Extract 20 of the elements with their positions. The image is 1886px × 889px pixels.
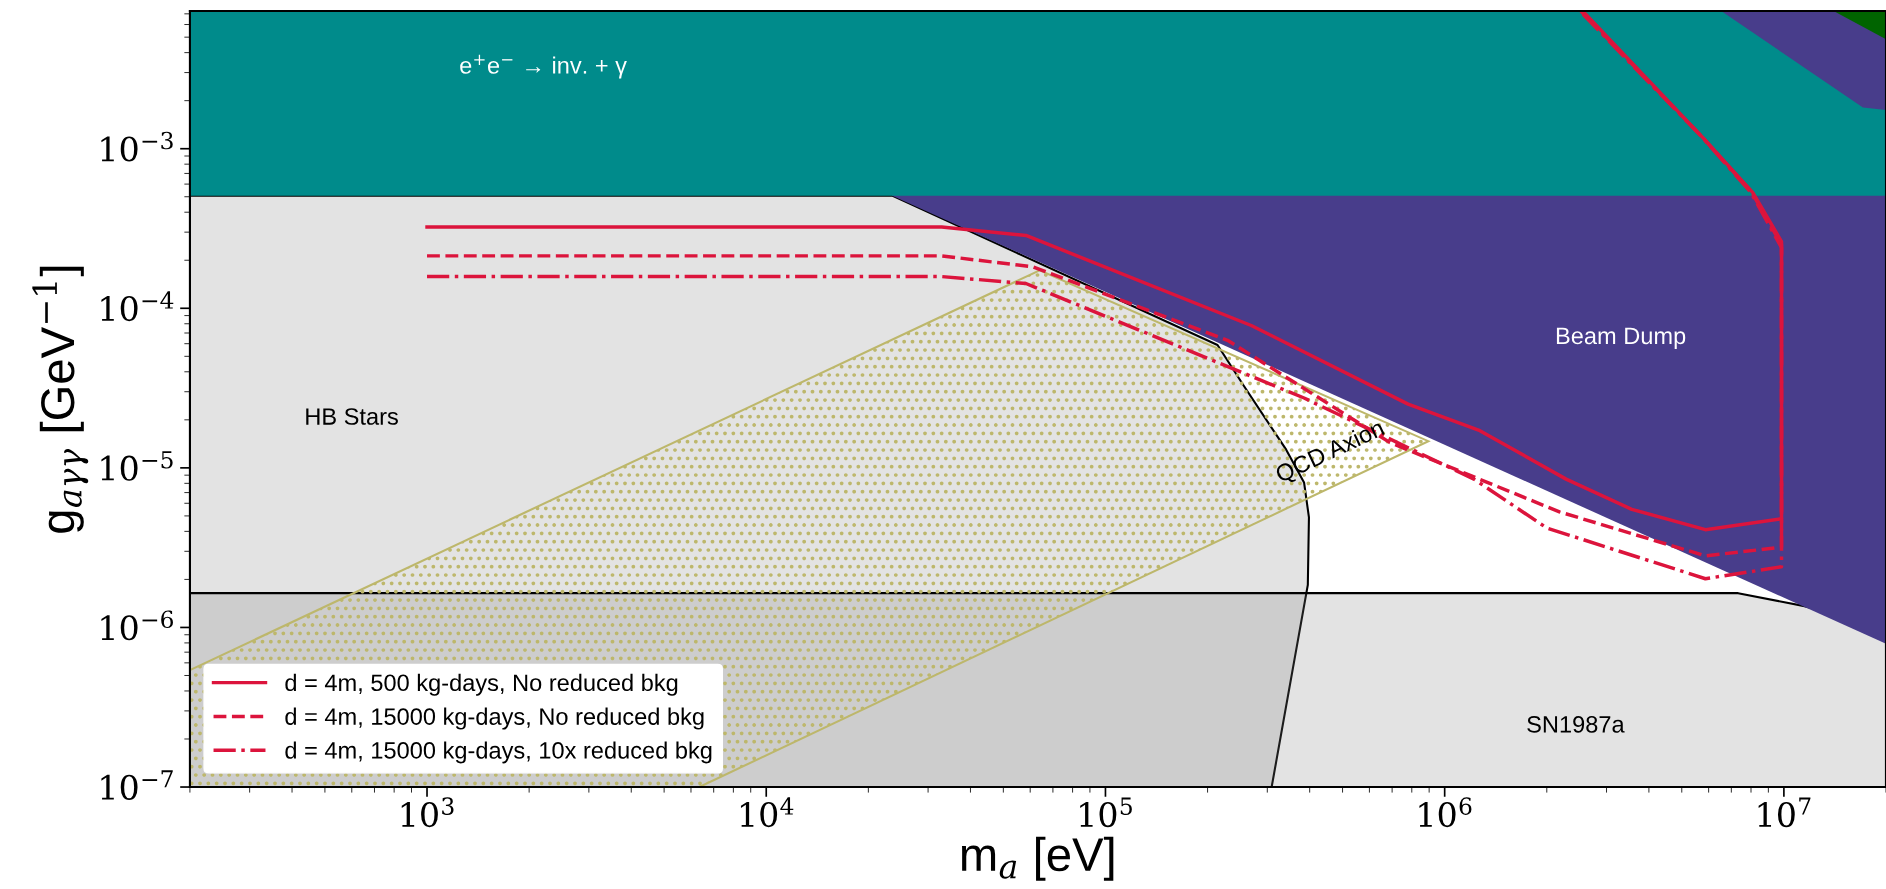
y-axis-title: g$_{aγγ}$ [GeV$^{−1}$]	[32, 266, 89, 533]
series-label: SN1987a	[1527, 716, 1625, 733]
legend-label: d = 4m, 15000 kg-days, No reduced bkg	[285, 707, 704, 730]
y-tick-label: 10$^{−7}$	[101, 770, 173, 800]
x-tick-label: 10$^{5}$	[1080, 797, 1132, 828]
y-tick-label: 10$^{−6}$	[101, 610, 173, 641]
y-tick-label: 10$^{−4}$	[101, 291, 174, 322]
series-label: e$^{+}$e$^{−}$ → inv. + γ	[460, 54, 627, 79]
legend-label: d = 4m, 500 kg-days, No reduced bkg	[285, 673, 678, 696]
y-tick-label: 10$^{−5}$	[101, 451, 173, 481]
y-tick-label: 10$^{−3}$	[101, 131, 173, 162]
x-tick-label: 10$^{7}$	[1758, 797, 1811, 828]
series-label: Beam Dump	[1556, 327, 1686, 349]
series-label: HB Stars	[306, 408, 398, 425]
x-tick-label: 10$^{4}$	[740, 797, 794, 828]
x-tick-label: 10$^{6}$	[1419, 797, 1472, 828]
x-tick-label: 10$^{3}$	[401, 797, 454, 828]
series-label: QCD Axion	[1274, 418, 1387, 487]
legend-label: d = 4m, 15000 kg-days, 10x reduced bkg	[285, 741, 712, 764]
x-axis-title: m$_{a}$ [eV]	[962, 836, 1114, 881]
